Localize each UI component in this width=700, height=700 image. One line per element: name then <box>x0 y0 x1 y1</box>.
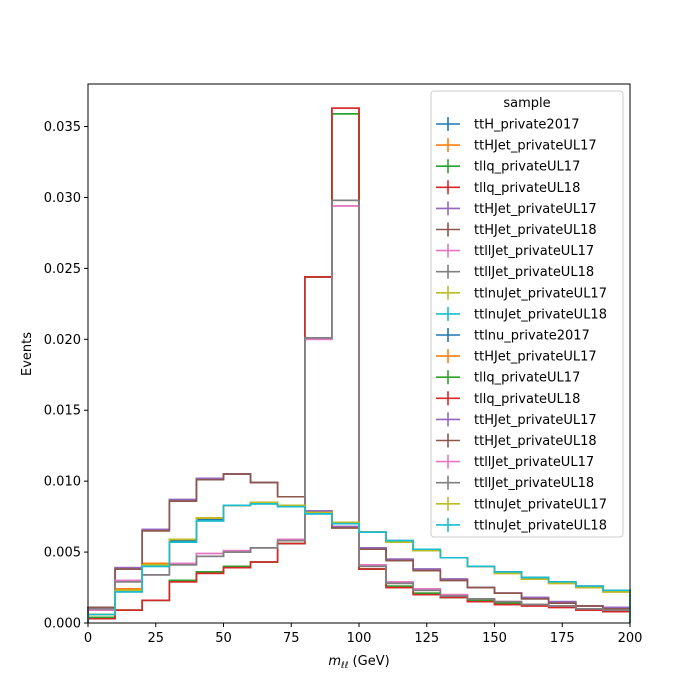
x-tick-label: 25 <box>147 631 164 646</box>
legend-label: ttllJet_privateUL17 <box>474 244 594 259</box>
y-tick-label: 0.025 <box>44 262 81 277</box>
x-tick-label: 0 <box>84 631 92 646</box>
legend-label: tllq_privateUL18 <box>474 181 580 196</box>
legend-entry: ttllJet_privateUL18 <box>436 475 594 491</box>
x-tick-label: 125 <box>414 631 439 646</box>
legend-entry: ttlnuJet_privateUL18 <box>436 306 607 322</box>
legend-label: tllq_privateUL17 <box>474 371 580 386</box>
y-tick-label: 0.005 <box>44 546 81 561</box>
series-layer <box>87 107 631 623</box>
legend-label: ttHJet_privateUL18 <box>474 223 597 238</box>
x-tick-label: 50 <box>215 631 232 646</box>
x-tick-label: 75 <box>283 631 300 646</box>
y-tick-label: 0.010 <box>44 475 81 490</box>
x-axis: 0 25 50 75 100 125 150 175 200 <box>84 623 643 646</box>
legend-entry: ttlnuJet_privateUL17 <box>436 285 607 301</box>
legend-box <box>430 90 624 538</box>
x-axis-label: mℓℓ (GeV) <box>328 654 389 671</box>
x-tick-label: 100 <box>347 631 372 646</box>
legend-label: ttllJet_privateUL18 <box>474 265 594 280</box>
y-tick-label: 0.030 <box>44 191 81 206</box>
legend-entry: tllq_privateUL17 <box>436 370 580 386</box>
legend-label: ttlnu_private2017 <box>474 329 590 344</box>
legend-label: ttllJet_privateUL18 <box>474 476 594 491</box>
legend-label: ttlnuJet_privateUL17 <box>474 497 607 512</box>
legend-entry: ttllJet_privateUL18 <box>436 264 594 280</box>
legend: sample ttH_private2017 ttHJet_privateUL17… <box>430 90 624 538</box>
legend-label: ttH_private2017 <box>474 118 580 133</box>
legend-title: sample <box>503 96 550 111</box>
x-tick-label: 200 <box>618 631 643 646</box>
legend-entry: tllq_privateUL18 <box>436 391 580 407</box>
x-tick-label: 150 <box>482 631 507 646</box>
legend-label: ttHJet_privateUL18 <box>474 434 597 449</box>
legend-entry: ttlnuJet_privateUL18 <box>436 517 607 533</box>
legend-entries: ttH_private2017 ttHJet_privateUL17 tllq_pr… <box>436 117 607 533</box>
legend-label: ttlnuJet_privateUL18 <box>474 518 607 533</box>
legend-label: ttHJet_privateUL17 <box>474 139 597 154</box>
legend-entry: ttHJet_privateUL17 <box>436 138 597 154</box>
legend-label: tllq_privateUL18 <box>474 392 580 407</box>
legend-label: ttlnuJet_privateUL18 <box>474 307 607 322</box>
legend-entry: ttHJet_privateUL18 <box>436 433 597 449</box>
legend-entry: ttllJet_privateUL17 <box>436 454 594 470</box>
legend-entry: ttHJet_privateUL18 <box>436 222 597 238</box>
legend-entry: ttHJet_privateUL17 <box>436 412 597 428</box>
y-tick-label: 0.035 <box>44 120 81 135</box>
y-tick-label: 0.020 <box>44 333 81 348</box>
legend-entry: ttHJet_privateUL17 <box>436 201 597 217</box>
y-tick-label: 0.000 <box>44 617 81 632</box>
y-axis-label: Events <box>20 332 35 376</box>
legend-label: ttHJet_privateUL17 <box>474 202 597 217</box>
legend-label: tllq_privateUL17 <box>474 160 580 175</box>
legend-label: ttllJet_privateUL17 <box>474 455 594 470</box>
y-axis: 0.000 0.005 0.010 0.015 0.020 0.025 0.030 0.035 <box>44 120 88 632</box>
series-line-20 <box>87 503 631 623</box>
legend-entry: tllq_privateUL18 <box>436 180 580 196</box>
legend-entry: ttHJet_privateUL17 <box>436 349 597 365</box>
legend-entry: ttlnuJet_privateUL17 <box>436 496 607 512</box>
y-tick-label: 0.015 <box>44 404 81 419</box>
legend-entry: ttllJet_privateUL17 <box>436 243 594 259</box>
legend-label: ttHJet_privateUL17 <box>474 413 597 428</box>
legend-entry: ttlnu_private2017 <box>436 328 590 344</box>
x-tick-label: 175 <box>550 631 575 646</box>
legend-label: ttHJet_privateUL17 <box>474 350 597 365</box>
legend-label: ttlnuJet_privateUL17 <box>474 286 607 301</box>
legend-entry: tllq_privateUL17 <box>436 159 580 175</box>
legend-entry: ttH_private2017 <box>436 117 580 133</box>
